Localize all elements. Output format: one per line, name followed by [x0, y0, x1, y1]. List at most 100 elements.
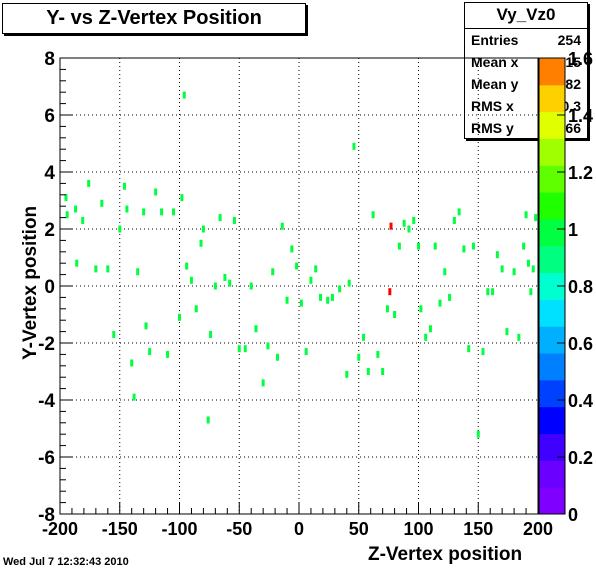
data-point — [457, 208, 461, 216]
data-point — [290, 245, 294, 253]
data-point — [261, 379, 265, 387]
data-point — [357, 353, 361, 361]
data-point — [467, 345, 471, 353]
palette-segment — [539, 326, 565, 354]
palette-segment — [539, 460, 565, 488]
data-point — [81, 216, 85, 224]
data-point — [534, 214, 538, 222]
x-tick-label: -150 — [102, 519, 138, 539]
data-point — [486, 288, 490, 296]
data-point — [223, 273, 227, 281]
data-point — [94, 265, 98, 273]
data-point — [505, 328, 509, 336]
data-point — [397, 242, 401, 250]
data-point — [160, 208, 164, 216]
data-point — [87, 179, 91, 187]
data-point — [314, 265, 318, 273]
data-point — [512, 268, 516, 276]
data-point — [243, 345, 247, 353]
data-point — [100, 199, 104, 207]
palette-segment — [539, 299, 565, 327]
data-points — [64, 91, 538, 438]
data-point — [106, 265, 110, 273]
x-tick-label: 0 — [294, 519, 304, 539]
y-tick-label: -4 — [38, 391, 55, 412]
chart-title: Y- vs Z-Vertex Position — [46, 7, 262, 29]
x-tick-label: -100 — [161, 519, 197, 539]
data-point — [417, 242, 420, 250]
data-point — [443, 268, 447, 276]
data-point — [338, 285, 342, 293]
stat-label: RMS y — [471, 120, 514, 136]
palette-segment — [539, 245, 565, 274]
data-point — [213, 282, 217, 290]
stat-value: 254 — [557, 32, 581, 48]
chart-title-box: Y- vs Z-Vertex Position — [2, 3, 306, 34]
palette-segment — [539, 138, 565, 166]
data-point — [326, 296, 330, 304]
data-point — [526, 259, 530, 267]
grid-lines — [60, 58, 538, 514]
y-tick-label: 8 — [44, 49, 55, 70]
data-point — [125, 205, 129, 213]
data-point — [144, 322, 148, 330]
data-point — [309, 276, 313, 284]
data-point — [407, 225, 411, 233]
stat-label: Entries — [471, 32, 519, 48]
data-point — [524, 211, 528, 219]
data-point — [249, 282, 253, 290]
x-tick-label: 200 — [523, 519, 553, 539]
palette-tick-label: 1 — [568, 220, 578, 240]
data-point — [529, 288, 533, 296]
data-point — [209, 330, 213, 338]
data-point — [522, 242, 526, 250]
data-point — [376, 350, 380, 358]
x-axis-label: Z-Vertex position — [368, 544, 523, 565]
data-point — [393, 311, 397, 318]
data-point — [366, 368, 370, 375]
palette-segment — [539, 406, 565, 435]
data-point — [228, 279, 232, 287]
data-point — [428, 325, 432, 333]
data-point — [352, 142, 356, 150]
stat-row-entries: Entries 254 — [465, 29, 587, 51]
data-point — [299, 299, 303, 307]
data-point — [75, 259, 79, 267]
y-tick-label: 2 — [44, 220, 55, 241]
data-point — [64, 194, 68, 202]
data-point — [402, 219, 406, 227]
palette-tick-label: 0.8 — [568, 277, 593, 297]
data-point — [112, 330, 116, 338]
data-point — [194, 305, 198, 313]
data-point — [180, 194, 184, 202]
palette-tick-label: 0.2 — [568, 448, 593, 468]
y-tick-label: -2 — [38, 334, 55, 355]
data-point — [419, 305, 423, 313]
data-point — [476, 430, 480, 438]
data-point — [154, 188, 158, 196]
data-point — [330, 293, 334, 301]
y-axis-label: Y-Vertex position — [20, 205, 41, 360]
data-point — [500, 265, 504, 273]
data-point — [347, 279, 351, 287]
data-point — [388, 288, 392, 296]
data-point — [132, 393, 136, 401]
palette-segment — [539, 379, 565, 408]
data-point — [172, 208, 176, 216]
data-point — [491, 288, 495, 296]
palette-segment — [539, 58, 565, 86]
data-point — [123, 182, 127, 190]
palette-segment — [539, 165, 565, 193]
data-point — [495, 251, 499, 259]
data-point — [319, 293, 323, 301]
data-point — [206, 416, 210, 424]
data-point — [237, 345, 241, 353]
data-point — [232, 216, 236, 224]
palette-tick-label: 0.6 — [568, 334, 593, 354]
palette-tick-label: 0 — [568, 505, 578, 525]
x-tick-label: 100 — [403, 519, 433, 539]
data-point — [481, 348, 485, 356]
data-point — [362, 333, 366, 341]
data-point — [385, 305, 389, 313]
palette-tick-label: 1.2 — [568, 163, 593, 183]
